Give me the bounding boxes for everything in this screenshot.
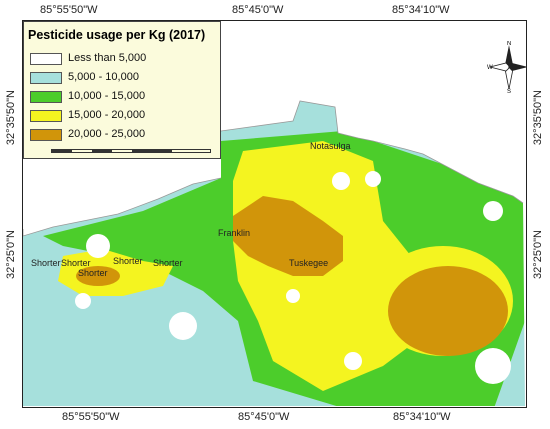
left-coord-1: 32°35'50"N xyxy=(5,90,17,146)
town-label: Shorter xyxy=(61,258,91,268)
white-spot xyxy=(344,352,362,370)
scale-segment xyxy=(132,150,172,152)
white-spot xyxy=(483,201,503,221)
legend-swatch xyxy=(30,72,62,84)
town-label: Franklin xyxy=(218,228,251,238)
scale-segment xyxy=(92,150,112,152)
class5-franklin xyxy=(233,196,343,276)
compass-s: S xyxy=(507,89,511,93)
white-spot xyxy=(286,289,300,303)
legend-label: Less than 5,000 xyxy=(68,52,147,64)
map-frame: Notasulga Franklin Tuskegee Shorter Shor… xyxy=(22,20,527,408)
pesticide-map xyxy=(23,100,525,406)
white-spot xyxy=(475,348,511,384)
compass-n: N xyxy=(507,41,511,47)
north-arrow-icon: N S W E xyxy=(487,41,527,93)
bottom-coord-3: 85°34'10"W xyxy=(393,411,451,423)
legend-label: 5,000 - 10,000 xyxy=(68,71,139,83)
right-coord-1: 32°35'50"N xyxy=(532,90,544,146)
legend-swatch xyxy=(30,110,62,122)
white-spot xyxy=(365,171,381,187)
town-label: Shorter xyxy=(113,256,143,266)
legend-item: 5,000 - 10,000 xyxy=(30,71,220,85)
legend-swatch xyxy=(30,129,62,141)
legend-swatch xyxy=(30,53,62,65)
town-label: Shorter xyxy=(153,258,183,268)
top-coord-2: 85°45'0"W xyxy=(232,4,284,16)
scale-bar xyxy=(51,149,211,153)
legend-item: 15,000 - 20,000 xyxy=(30,109,220,123)
legend-title: Pesticide usage per Kg (2017) xyxy=(28,28,206,42)
compass-e: E xyxy=(526,65,527,71)
town-label: Shorter xyxy=(78,268,108,278)
white-spot xyxy=(75,293,91,309)
legend-item: 10,000 - 15,000 xyxy=(30,90,220,104)
white-spot xyxy=(86,234,110,258)
county-boundary xyxy=(23,100,524,237)
top-coord-1: 85°55'50"W xyxy=(40,4,98,16)
right-coord-2: 32°25'0"N xyxy=(532,230,544,279)
town-label: Shorter xyxy=(31,258,61,268)
class5-shorter xyxy=(76,266,120,286)
legend-item: Less than 5,000 xyxy=(30,52,220,66)
white-spot xyxy=(169,312,197,340)
top-coord-3: 85°34'10"W xyxy=(392,4,450,16)
legend-item: 20,000 - 25,000 xyxy=(30,128,220,142)
map-legend: Pesticide usage per Kg (2017) Less than … xyxy=(23,21,221,159)
white-spot xyxy=(332,172,350,190)
legend-label: 15,000 - 20,000 xyxy=(68,109,146,121)
left-coord-2: 32°25'0"N xyxy=(5,230,17,279)
legend-swatch xyxy=(30,91,62,103)
compass-w: W xyxy=(487,65,493,71)
town-label: Tuskegee xyxy=(289,258,329,268)
bottom-coord-2: 85°45'0"W xyxy=(238,411,290,423)
legend-label: 10,000 - 15,000 xyxy=(68,90,146,102)
class5-east xyxy=(388,266,508,356)
bottom-coord-1: 85°55'50"W xyxy=(62,411,120,423)
legend-label: 20,000 - 25,000 xyxy=(68,128,146,140)
town-label: Notasulga xyxy=(310,141,351,151)
scale-segment xyxy=(52,150,72,152)
